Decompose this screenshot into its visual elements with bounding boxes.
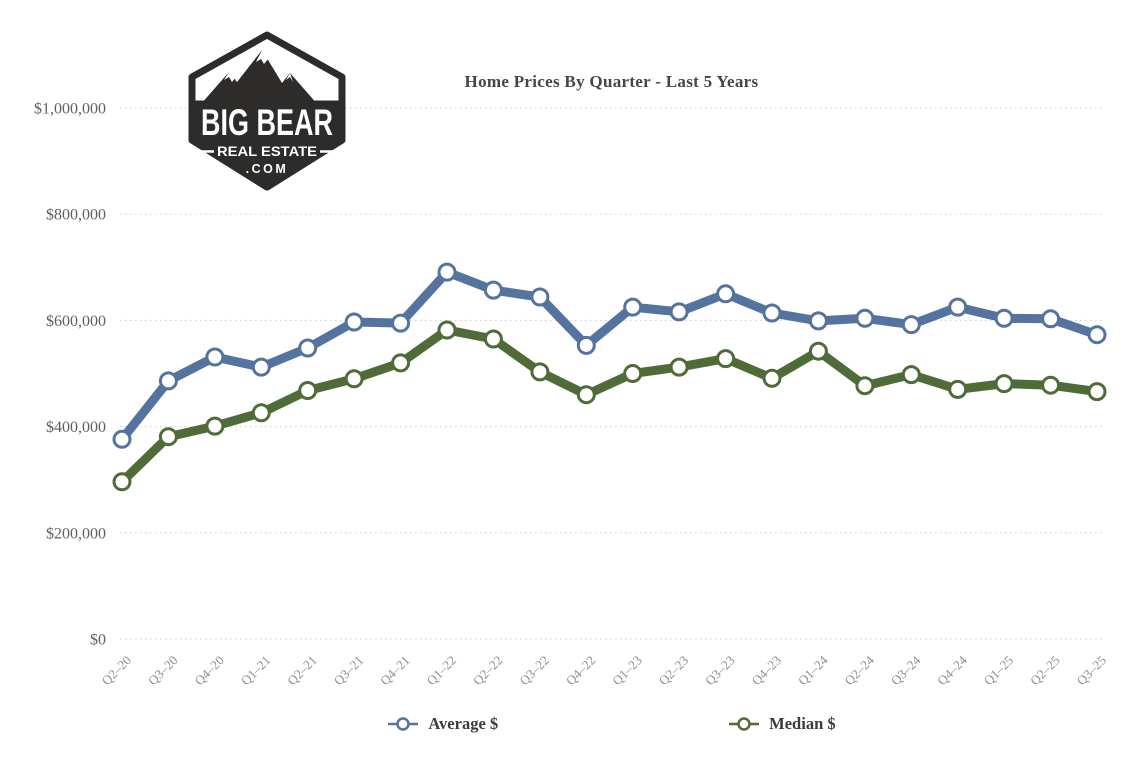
data-point-marker[interactable] <box>576 335 596 355</box>
data-point-marker[interactable] <box>716 284 736 304</box>
x-axis-label: Q3–20 <box>145 653 181 689</box>
data-point-marker[interactable] <box>437 320 457 340</box>
x-axis-label: Q3–24 <box>888 652 924 688</box>
data-point-marker[interactable] <box>669 302 689 322</box>
x-axis-label: Q2–22 <box>470 653 506 689</box>
series-line <box>117 325 1102 487</box>
data-point-marker[interactable] <box>669 357 689 377</box>
data-point-marker[interactable] <box>205 347 225 367</box>
big-bear-real-estate-logo: BIG BEAR REAL ESTATE .COM <box>188 31 346 191</box>
x-axis-label: Q2–24 <box>841 652 877 688</box>
y-axis-label: $200,000 <box>46 525 106 542</box>
mountain-snow-accent <box>286 73 293 82</box>
x-axis-label: Q1–24 <box>795 652 831 688</box>
chart-title: Home Prices By Quarter - Last 5 Years <box>464 72 759 91</box>
data-point-marker[interactable] <box>1087 382 1107 402</box>
data-point-marker[interactable] <box>576 385 596 405</box>
x-axis-label: Q3–22 <box>516 653 552 689</box>
x-axis-label: Q4–22 <box>563 653 599 689</box>
data-point-marker[interactable] <box>1041 309 1061 329</box>
data-point-marker[interactable] <box>205 416 225 436</box>
data-point-marker[interactable] <box>716 349 736 369</box>
x-axis-label: Q4–23 <box>748 653 784 689</box>
data-point-marker[interactable] <box>1087 325 1107 345</box>
data-point-marker[interactable] <box>994 308 1014 328</box>
y-axis-label: $400,000 <box>46 419 106 436</box>
series-line <box>117 267 1102 444</box>
average-series-legend-icon <box>388 717 419 731</box>
data-point-marker[interactable] <box>808 311 828 331</box>
x-axis-label: Q4–24 <box>934 652 970 688</box>
x-axis-label: Q4–20 <box>191 653 227 689</box>
data-point-marker[interactable] <box>855 308 875 328</box>
data-point-marker[interactable] <box>1041 375 1061 395</box>
data-point-marker[interactable] <box>344 312 364 332</box>
x-axis-label: Q2–21 <box>284 653 320 689</box>
x-axis-label: Q1–23 <box>609 653 645 689</box>
x-axis-label: Q3–23 <box>702 653 738 689</box>
series-median <box>112 320 1107 492</box>
logo-text-dotcom: .COM <box>246 162 289 176</box>
mountain-snow-accent <box>256 50 269 64</box>
data-point-marker[interactable] <box>530 362 550 382</box>
data-point-marker[interactable] <box>112 429 132 449</box>
legend-item-average[interactable]: Average $ <box>387 714 498 734</box>
x-axis-label: Q4–21 <box>377 653 413 689</box>
data-point-marker[interactable] <box>948 379 968 399</box>
mountains-icon <box>201 50 317 104</box>
chart-legend: Average $ Median $ <box>120 714 1103 734</box>
data-point-marker[interactable] <box>901 315 921 335</box>
data-point-marker[interactable] <box>112 472 132 492</box>
data-point-marker[interactable] <box>623 364 643 383</box>
data-point-marker[interactable] <box>251 403 271 423</box>
data-point-marker[interactable] <box>530 287 550 307</box>
data-point-marker[interactable] <box>483 280 503 300</box>
data-point-marker[interactable] <box>762 368 782 388</box>
mountain-snow-accent <box>224 72 235 82</box>
median-series-legend-icon <box>729 717 760 731</box>
x-axis-label: Q2–23 <box>656 653 692 689</box>
logo-text-real-estate: REAL ESTATE <box>217 144 317 159</box>
legend-label-average: Average $ <box>428 714 499 733</box>
data-point-marker[interactable] <box>158 427 178 447</box>
x-axis-label: Q1–22 <box>423 653 459 689</box>
logo-text-big-bear: BIG BEAR <box>201 102 333 143</box>
y-axis-label: $1,000,000 <box>34 101 106 118</box>
data-point-marker[interactable] <box>994 374 1014 394</box>
data-point-marker[interactable] <box>391 313 411 333</box>
x-axis-label: Q3–21 <box>331 653 367 689</box>
data-point-marker[interactable] <box>623 297 643 317</box>
data-point-marker[interactable] <box>483 329 503 349</box>
data-point-marker[interactable] <box>437 262 457 282</box>
data-point-marker[interactable] <box>158 371 178 391</box>
series-average <box>112 262 1107 449</box>
y-axis-label: $800,000 <box>46 207 106 224</box>
data-point-marker[interactable] <box>855 376 875 396</box>
x-axis-label: Q2–25 <box>1027 653 1063 689</box>
data-point-marker[interactable] <box>901 365 921 385</box>
data-point-marker[interactable] <box>391 353 411 373</box>
y-axis-label: $600,000 <box>46 313 106 330</box>
data-point-marker[interactable] <box>298 381 318 400</box>
x-axis-label: Q2–20 <box>98 653 134 689</box>
data-point-marker[interactable] <box>298 338 318 358</box>
y-axis-label: $0 <box>90 632 106 649</box>
legend-label-median: Median $ <box>769 714 836 733</box>
data-point-marker[interactable] <box>762 303 782 323</box>
data-point-marker[interactable] <box>344 369 364 389</box>
x-axis-label: Q1–25 <box>981 653 1017 689</box>
legend-item-median[interactable]: Median $ <box>728 714 836 734</box>
x-axis-label: Q3–25 <box>1073 653 1109 689</box>
x-axis-label: Q1–21 <box>238 653 274 689</box>
data-point-marker[interactable] <box>948 297 968 317</box>
data-point-marker[interactable] <box>808 341 828 361</box>
data-point-marker[interactable] <box>251 357 271 377</box>
